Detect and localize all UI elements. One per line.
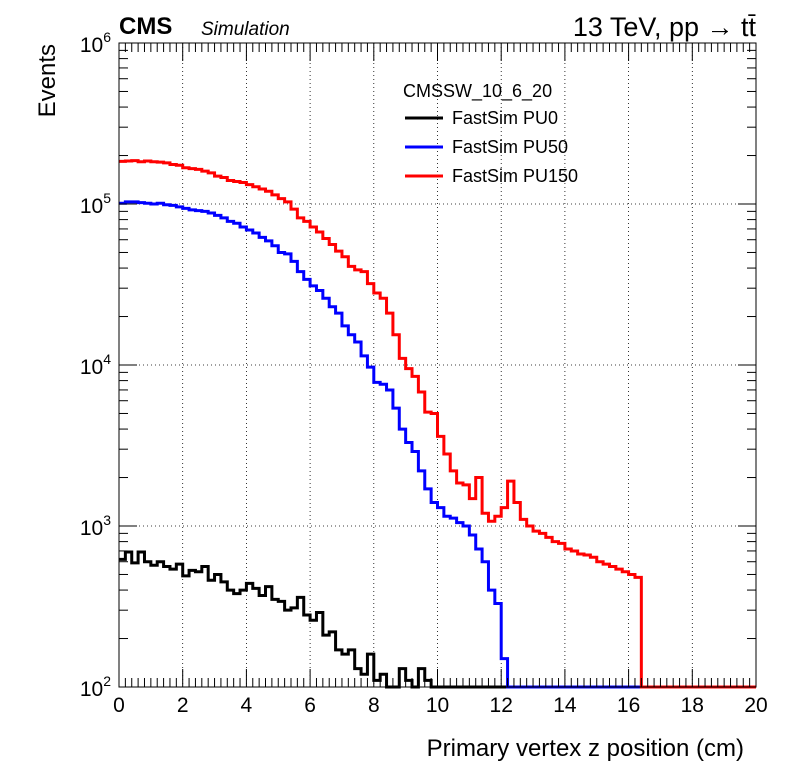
histogram-series-1 — [119, 550, 756, 689]
x-tick-label: 20 — [744, 694, 767, 717]
x-tick-label: 14 — [553, 694, 577, 717]
legend-entry: FastSim PU50 — [452, 137, 568, 157]
x-tick-label: 0 — [113, 694, 125, 717]
x-axis-label: Primary vertex z position (cm) — [427, 735, 744, 762]
axis-ticks: 0 2 4 6 8 10 12 14 16 18 20 102 103 104 105 106 — [80, 29, 768, 717]
legend-entry: FastSim PU0 — [452, 108, 558, 128]
x-tick-label: 6 — [304, 694, 316, 717]
x-tick-label: 12 — [490, 694, 513, 717]
x-tick-label: 4 — [241, 694, 253, 717]
y-tick-label: 104 — [80, 351, 111, 379]
x-tick-label: 10 — [426, 694, 449, 717]
histogram-series — [119, 159, 756, 689]
x-tick-label: 2 — [177, 694, 189, 717]
y-tick-label: 102 — [80, 673, 111, 701]
legend: CMSSW_10_6_20 FastSim PU0 FastSim PU50 Fas… — [403, 81, 578, 186]
grid — [119, 43, 756, 687]
x-tick-label: 16 — [617, 694, 640, 717]
energy-label: 13 TeV, pp → tt̄ — [573, 12, 757, 42]
simulation-label: Simulation — [201, 19, 290, 40]
histogram-series-2 — [119, 200, 756, 689]
x-tick-label: 18 — [681, 694, 704, 717]
y-tick-label: 103 — [80, 512, 111, 540]
legend-header: CMSSW_10_6_20 — [403, 81, 552, 102]
histogram-series-3 — [119, 159, 756, 689]
legend-entry: FastSim PU150 — [452, 166, 578, 186]
x-tick-label: 8 — [368, 694, 380, 717]
experiment-label: CMS — [119, 13, 172, 40]
y-tick-label: 105 — [80, 190, 111, 218]
y-tick-label: 106 — [80, 29, 111, 57]
y-axis-label: Events — [34, 44, 61, 117]
